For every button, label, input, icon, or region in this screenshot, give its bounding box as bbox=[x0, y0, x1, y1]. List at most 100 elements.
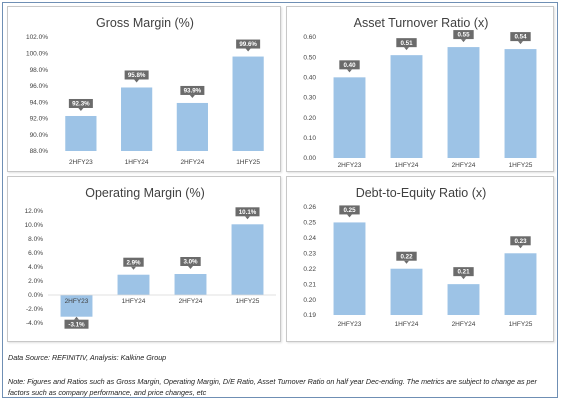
operating-margin-xtick: 1HFY25 bbox=[236, 298, 260, 305]
operating-margin-xtick: 2HFY24 bbox=[179, 298, 203, 305]
svg-text:0.55: 0.55 bbox=[457, 32, 470, 39]
debt-to-equity-xtick: 2HFY23 bbox=[338, 321, 362, 328]
gross-margin-bar bbox=[121, 87, 153, 151]
operating-margin-ytick: 6.0% bbox=[28, 250, 43, 257]
operating-margin-ytick: 10.0% bbox=[25, 222, 44, 229]
svg-text:2.9%: 2.9% bbox=[126, 259, 141, 266]
operating-margin-data-label: 10.1% bbox=[235, 207, 260, 220]
asset-turnover-data-label: 0.51 bbox=[396, 38, 417, 51]
debt-to-equity-xtick: 1HFY24 bbox=[395, 321, 419, 328]
asset-turnover-ytick: 0.00 bbox=[303, 155, 316, 162]
debt-to-equity-data-label: 0.21 bbox=[453, 267, 474, 280]
debt-to-equity-ytick: 0.23 bbox=[303, 250, 316, 257]
gross-margin-xtick: 1HFY25 bbox=[236, 159, 260, 166]
svg-text:-3.1%: -3.1% bbox=[68, 321, 85, 328]
operating-margin-xtick: 1HFY24 bbox=[122, 298, 146, 305]
svg-text:95.8%: 95.8% bbox=[128, 72, 146, 79]
gross-margin-xtick: 2HFY24 bbox=[180, 159, 204, 166]
debt-to-equity-title: Debt-to-Equity Ratio (x) bbox=[356, 186, 487, 200]
gross-margin-ytick: 88.0% bbox=[30, 148, 49, 155]
debt-to-equity-bar bbox=[447, 284, 480, 315]
operating-margin-ytick: 12.0% bbox=[25, 208, 44, 215]
asset-turnover-ytick: 0.40 bbox=[303, 75, 316, 82]
debt-to-equity-data-label: 0.22 bbox=[396, 251, 417, 264]
operating-margin-title: Operating Margin (%) bbox=[85, 186, 205, 200]
operating-margin-ytick: -4.0% bbox=[26, 320, 43, 327]
gross-margin-ytick: 94.0% bbox=[30, 99, 49, 106]
asset-turnover-xtick: 2HFY23 bbox=[338, 162, 362, 169]
gross-margin-data-label: 99.6% bbox=[236, 39, 261, 52]
gross-margin-bar bbox=[176, 102, 208, 151]
asset-turnover-bar bbox=[333, 77, 366, 158]
debt-to-equity-xtick: 2HFY24 bbox=[452, 321, 476, 328]
svg-text:0.21: 0.21 bbox=[457, 269, 470, 276]
svg-text:0.25: 0.25 bbox=[343, 207, 356, 214]
debt-to-equity-ytick: 0.22 bbox=[303, 266, 316, 273]
operating-margin-chart: Operating Margin (%) -4.0% -2.0% 0.0% 2.0% 4.… bbox=[7, 176, 281, 342]
asset-turnover-data-label: 0.55 bbox=[453, 30, 474, 43]
operating-margin-data-label: 2.9% bbox=[123, 257, 144, 270]
operating-margin-bar bbox=[174, 274, 207, 295]
debt-to-equity-ytick: 0.19 bbox=[303, 312, 316, 319]
svg-text:99.6%: 99.6% bbox=[239, 41, 257, 48]
gross-margin-bar bbox=[65, 115, 97, 151]
asset-turnover-bar bbox=[504, 49, 537, 158]
debt-to-equity-ytick: 0.21 bbox=[303, 281, 316, 288]
gross-margin-ytick: 90.0% bbox=[30, 132, 49, 139]
asset-turnover-chart: Asset Turnover Ratio (x) 0.00 0.10 0.20 0.30… bbox=[286, 6, 554, 172]
debt-to-equity-bar bbox=[333, 222, 366, 315]
asset-turnover-bar bbox=[447, 47, 480, 159]
svg-text:92.3%: 92.3% bbox=[72, 101, 90, 108]
operating-margin-bar bbox=[231, 224, 264, 295]
debt-to-equity-xtick: 1HFY25 bbox=[509, 321, 533, 328]
debt-to-equity-ytick: 0.24 bbox=[303, 235, 316, 242]
asset-turnover-ytick: 0.60 bbox=[303, 34, 316, 41]
gross-margin-ytick: 98.0% bbox=[30, 67, 49, 74]
operating-margin-data-label: -3.1% bbox=[64, 316, 89, 329]
debt-to-equity-bar bbox=[504, 253, 537, 315]
debt-to-equity-svg: Debt-to-Equity Ratio (x) 0.19 0.20 0.21 0.22… bbox=[303, 186, 537, 328]
gross-margin-bar bbox=[232, 56, 264, 151]
footnote-line-2: factors such as company performance, and… bbox=[8, 388, 207, 397]
debt-to-equity-data-label: 0.25 bbox=[339, 205, 360, 218]
gross-margin-xtick: 2HFY23 bbox=[69, 159, 93, 166]
operating-margin-data-label: 3.0% bbox=[180, 257, 201, 269]
debt-to-equity-ytick: 0.26 bbox=[303, 204, 316, 211]
operating-margin-svg: Operating Margin (%) -4.0% -2.0% 0.0% 2.0% 4.… bbox=[25, 186, 276, 329]
svg-text:3.0%: 3.0% bbox=[183, 259, 198, 266]
asset-turnover-xtick: 1HFY25 bbox=[509, 162, 533, 169]
gross-margin-ytick: 92.0% bbox=[30, 116, 49, 123]
footnote-line-1: Note: Figures and Ratios such as Gross M… bbox=[8, 377, 537, 386]
svg-text:0.54: 0.54 bbox=[514, 34, 527, 41]
svg-text:0.22: 0.22 bbox=[400, 253, 413, 260]
svg-text:0.40: 0.40 bbox=[343, 62, 356, 69]
operating-margin-ytick: 4.0% bbox=[28, 264, 43, 271]
gross-margin-ytick: 100.0% bbox=[26, 50, 48, 57]
svg-text:10.1%: 10.1% bbox=[239, 209, 257, 216]
asset-turnover-data-label: 0.54 bbox=[510, 32, 531, 45]
debt-to-equity-ytick: 0.25 bbox=[303, 220, 316, 227]
gross-margin-data-label: 93.9% bbox=[180, 85, 205, 98]
gross-margin-data-label: 92.3% bbox=[68, 98, 93, 111]
asset-turnover-xtick: 2HFY24 bbox=[452, 162, 476, 169]
operating-margin-ytick: 0.0% bbox=[28, 292, 43, 299]
gross-margin-svg: Gross Margin (%) 88.0% 90.0% 92.0% 94.0% 96.0… bbox=[26, 16, 264, 166]
debt-to-equity-data-label: 0.23 bbox=[510, 236, 531, 249]
debt-to-equity-chart: Debt-to-Equity Ratio (x) 0.19 0.20 0.21 0.22… bbox=[286, 176, 554, 342]
operating-margin-ytick: -2.0% bbox=[26, 306, 43, 313]
gross-margin-ytick: 96.0% bbox=[30, 83, 49, 90]
data-source-note: Data Source: REFINITIV, Analysis: Kalkin… bbox=[8, 353, 167, 362]
operating-margin-ytick: 2.0% bbox=[28, 278, 43, 285]
asset-turnover-xtick: 1HFY24 bbox=[395, 162, 419, 169]
svg-text:93.9%: 93.9% bbox=[184, 88, 202, 95]
figure-frame bbox=[2, 2, 558, 398]
gross-margin-ytick: 102.0% bbox=[26, 34, 48, 41]
asset-turnover-ytick: 0.20 bbox=[303, 115, 316, 122]
operating-margin-bar bbox=[117, 274, 150, 295]
gross-margin-xtick: 1HFY24 bbox=[125, 159, 149, 166]
svg-text:0.51: 0.51 bbox=[400, 40, 413, 47]
asset-turnover-data-label: 0.40 bbox=[339, 60, 360, 73]
debt-to-equity-ytick: 0.20 bbox=[303, 297, 316, 304]
debt-to-equity-bar bbox=[390, 268, 423, 315]
asset-turnover-bar bbox=[390, 55, 423, 158]
